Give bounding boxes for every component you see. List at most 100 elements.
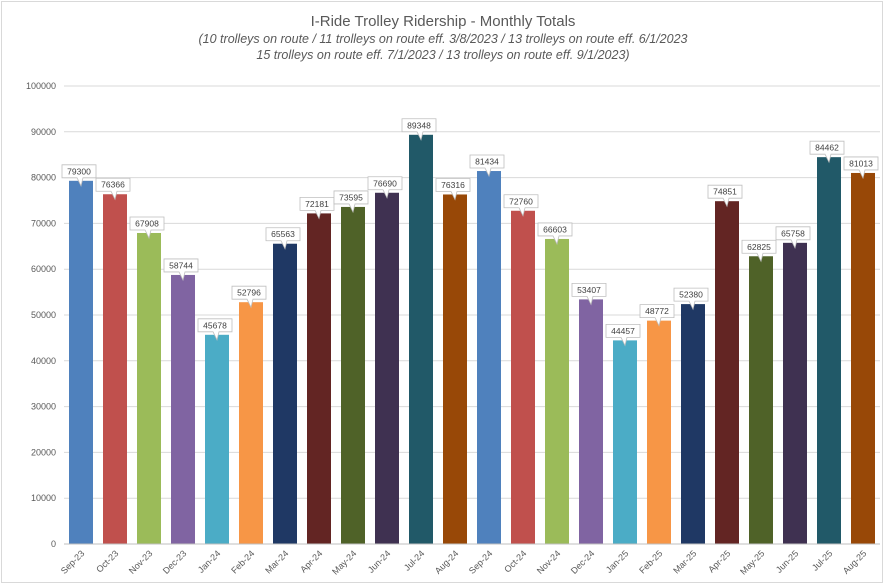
y-tick-label: 50000	[31, 310, 56, 320]
data-label-text: 52380	[679, 290, 703, 300]
x-tick-label: Aug-25	[841, 548, 869, 576]
data-label-text: 81434	[475, 157, 499, 167]
data-label-callout	[639, 304, 675, 327]
x-tick-label: Jun-24	[366, 548, 393, 575]
data-label-callout	[61, 164, 97, 187]
data-label-mar-25: 52380	[673, 287, 709, 311]
data-label-text: 48772	[645, 306, 669, 316]
data-label-callout	[571, 282, 607, 306]
x-tick-label: Dec-24	[569, 548, 597, 576]
data-label-apr-25: 74851	[707, 184, 743, 208]
gridlines	[64, 85, 880, 545]
bar-apr-24	[307, 213, 331, 545]
y-axis: 0 10000 20000 30000 40000 50000 60000 70000 8000…	[26, 81, 56, 549]
data-label-text: 79300	[67, 166, 91, 176]
data-label-callout	[537, 222, 573, 246]
data-label-text: 84462	[815, 143, 839, 153]
bar-feb-24	[239, 302, 263, 544]
data-label-callout	[129, 216, 165, 240]
x-tick-label: Mar-25	[671, 548, 698, 575]
x-tick-label: Apr-25	[706, 548, 732, 574]
data-label-callout	[809, 140, 845, 164]
data-label-callout	[197, 318, 233, 341]
data-label-aug-25: 81013	[843, 156, 879, 180]
data-label-dec-24: 53407	[571, 282, 607, 306]
data-label-text: 76366	[101, 180, 125, 190]
data-label-may-24: 73595	[333, 190, 369, 214]
bar-oct-23	[103, 194, 127, 544]
bars	[69, 134, 875, 545]
data-label-feb-25: 48772	[639, 304, 675, 327]
data-label-text: 81013	[849, 158, 873, 168]
data-label-text: 66603	[543, 224, 567, 234]
data-labels: 79300 76366 67908 58744 45678 52796 65563 72181…	[61, 118, 879, 347]
x-tick-label: Jul-24	[402, 548, 426, 572]
x-tick-label: Jul-25	[810, 548, 834, 572]
data-label-text: 65758	[781, 228, 805, 238]
data-label-callout	[741, 239, 777, 263]
chart-header: I-Ride Trolley Ridership - Monthly Total…	[0, 12, 886, 63]
data-label-aug-24: 76316	[435, 178, 471, 201]
bar-aug-25	[851, 172, 875, 545]
data-label-text: 76316	[441, 180, 465, 190]
bar-sep-24	[477, 171, 501, 544]
x-tick-label: Feb-24	[229, 548, 256, 575]
data-label-callout	[605, 323, 641, 347]
data-label-callout	[265, 227, 301, 250]
bar-may-24	[341, 206, 365, 544]
data-label-text: 62825	[747, 242, 771, 252]
bar-jun-25	[783, 242, 807, 544]
bar-jul-25	[817, 157, 841, 544]
x-tick-label: Jun-25	[774, 548, 801, 575]
data-label-text: 53407	[577, 285, 601, 295]
data-label-text: 89348	[407, 120, 431, 130]
x-tick-label: Jan-25	[604, 548, 631, 575]
data-label-text: 52796	[237, 288, 261, 298]
y-tick-label: 60000	[31, 264, 56, 274]
x-tick-label: Oct-24	[502, 548, 528, 574]
x-tick-label: Aug-24	[433, 548, 461, 576]
y-tick-label: 80000	[31, 173, 56, 183]
x-tick-label: Sep-24	[467, 548, 495, 576]
data-label-jan-25: 44457	[605, 323, 641, 347]
bar-aug-24	[443, 194, 467, 544]
bar-dec-23	[171, 274, 195, 544]
x-tick-label: Mar-24	[263, 548, 290, 575]
data-label-text: 76690	[373, 178, 397, 188]
data-label-callout	[469, 154, 505, 178]
data-label-text: 72181	[305, 199, 329, 209]
data-label-mar-24: 65563	[265, 227, 301, 250]
bar-apr-25	[715, 201, 739, 544]
bar-jul-24	[409, 134, 433, 544]
data-label-callout	[707, 184, 743, 208]
bar-jan-25	[613, 340, 637, 544]
bar-nov-24	[545, 238, 569, 545]
chart-subtitle-line-2: 15 trolleys on route eff. 7/1/2023 / 13 …	[256, 48, 630, 62]
data-label-callout	[503, 194, 539, 217]
bar-dec-24	[579, 299, 603, 544]
data-label-text: 44457	[611, 326, 635, 336]
data-label-oct-23: 76366	[95, 177, 131, 201]
y-tick-label: 40000	[31, 356, 56, 366]
data-label-sep-24: 81434	[469, 154, 505, 178]
x-tick-label: Nov-23	[127, 548, 155, 576]
data-label-jun-25: 65758	[775, 226, 811, 249]
x-tick-label: Sep-23	[59, 548, 87, 576]
data-label-callout	[333, 190, 369, 214]
data-label-jul-25: 84462	[809, 140, 845, 164]
y-tick-label: 90000	[31, 127, 56, 137]
bar-sep-23	[69, 180, 93, 544]
data-label-text: 45678	[203, 320, 227, 330]
x-tick-label: Apr-24	[298, 548, 324, 574]
data-label-nov-23: 67908	[129, 216, 165, 240]
x-tick-label: Oct-23	[94, 548, 120, 574]
x-axis: Sep-23 Oct-23 Nov-23 Dec-23 Jan-24 Feb-24 Mar-…	[59, 543, 880, 577]
x-tick-label: Feb-25	[637, 548, 664, 575]
x-tick-label: Nov-24	[535, 548, 563, 576]
bar-mar-25	[681, 304, 705, 544]
data-label-callout	[775, 226, 811, 249]
data-label-callout	[401, 118, 437, 141]
y-tick-label: 20000	[31, 447, 56, 457]
chart-title: I-Ride Trolley Ridership - Monthly Total…	[310, 13, 576, 30]
